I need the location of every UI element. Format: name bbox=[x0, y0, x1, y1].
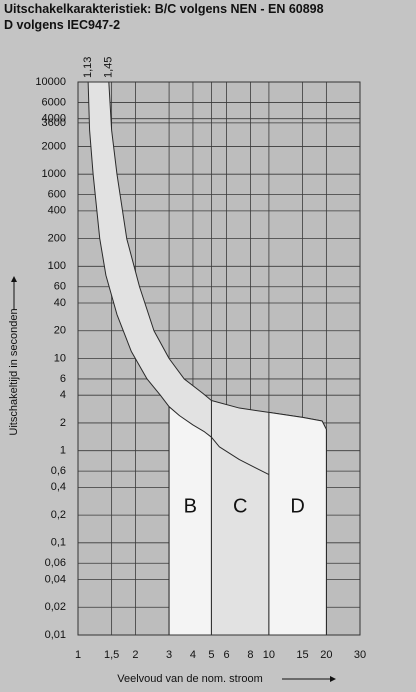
y-tick-label: 60 bbox=[54, 281, 66, 293]
y-axis-arrow bbox=[11, 276, 17, 310]
region bbox=[168, 406, 212, 636]
y-axis-label: Uitschakeltijd in seconden bbox=[8, 308, 20, 435]
x-tick-label: 5 bbox=[208, 649, 214, 661]
x-tick-label: 6 bbox=[223, 649, 229, 661]
region-label: B bbox=[184, 495, 197, 517]
y-tick-label: 1000 bbox=[42, 168, 66, 180]
y-tick-label: 40 bbox=[54, 297, 66, 309]
x-tick-label: 15 bbox=[296, 649, 308, 661]
y-tick-label: 2000 bbox=[42, 140, 66, 152]
x-tick-label: 4 bbox=[190, 649, 196, 661]
y-tick-label: 400 bbox=[48, 205, 66, 217]
region-label: D bbox=[290, 495, 304, 517]
y-tick-label: 0,4 bbox=[51, 481, 66, 493]
y-tick-label: 0,04 bbox=[45, 573, 66, 585]
x-tick-label: 3 bbox=[166, 649, 172, 661]
y-tick-label: 600 bbox=[48, 189, 66, 201]
y-tick-label: 0,06 bbox=[45, 557, 66, 569]
y-tick-label: 6000 bbox=[42, 96, 66, 108]
x-axis-label: Veelvoud van de nom. stroom bbox=[117, 673, 263, 685]
y-tick-label: 3600 bbox=[42, 117, 66, 129]
y-tick-label: 0,01 bbox=[45, 629, 66, 641]
y-tick-label: 0,6 bbox=[51, 465, 66, 477]
x-tick-label: 30 bbox=[354, 649, 366, 661]
region-label: C bbox=[233, 495, 247, 517]
x-tick-label: 1 bbox=[75, 649, 81, 661]
y-tick-label: 200 bbox=[48, 232, 66, 244]
y-tick-label: 4 bbox=[60, 389, 66, 401]
x-tick-label: 1,5 bbox=[104, 649, 119, 661]
x-tick-label: 20 bbox=[320, 649, 332, 661]
y-tick-label: 6 bbox=[60, 373, 66, 385]
y-tick-label: 4000 bbox=[42, 113, 66, 125]
y-tick-label: 10000 bbox=[35, 76, 66, 88]
top-label: 1,45 bbox=[103, 57, 115, 78]
x-tick-label: 10 bbox=[263, 649, 275, 661]
x-axis-arrow bbox=[282, 676, 336, 682]
x-tick-label: 8 bbox=[247, 649, 253, 661]
y-tick-label: 2 bbox=[60, 417, 66, 429]
y-tick-label: 1 bbox=[60, 445, 66, 457]
y-tick-label: 0,02 bbox=[45, 601, 66, 613]
chart-subtitle: D volgens IEC947-2 bbox=[4, 18, 120, 32]
top-label: 1,13 bbox=[82, 57, 94, 78]
y-tick-label: 0,2 bbox=[51, 509, 66, 521]
chart-title: Uitschakelkarakteristiek: B/C volgens NE… bbox=[4, 2, 324, 16]
y-tick-label: 100 bbox=[48, 260, 66, 272]
x-tick-label: 2 bbox=[132, 649, 138, 661]
y-tick-label: 20 bbox=[54, 325, 66, 337]
y-tick-label: 10 bbox=[54, 352, 66, 364]
y-tick-label: 0,1 bbox=[51, 537, 66, 549]
region bbox=[268, 411, 327, 636]
plot-frame bbox=[77, 81, 361, 636]
